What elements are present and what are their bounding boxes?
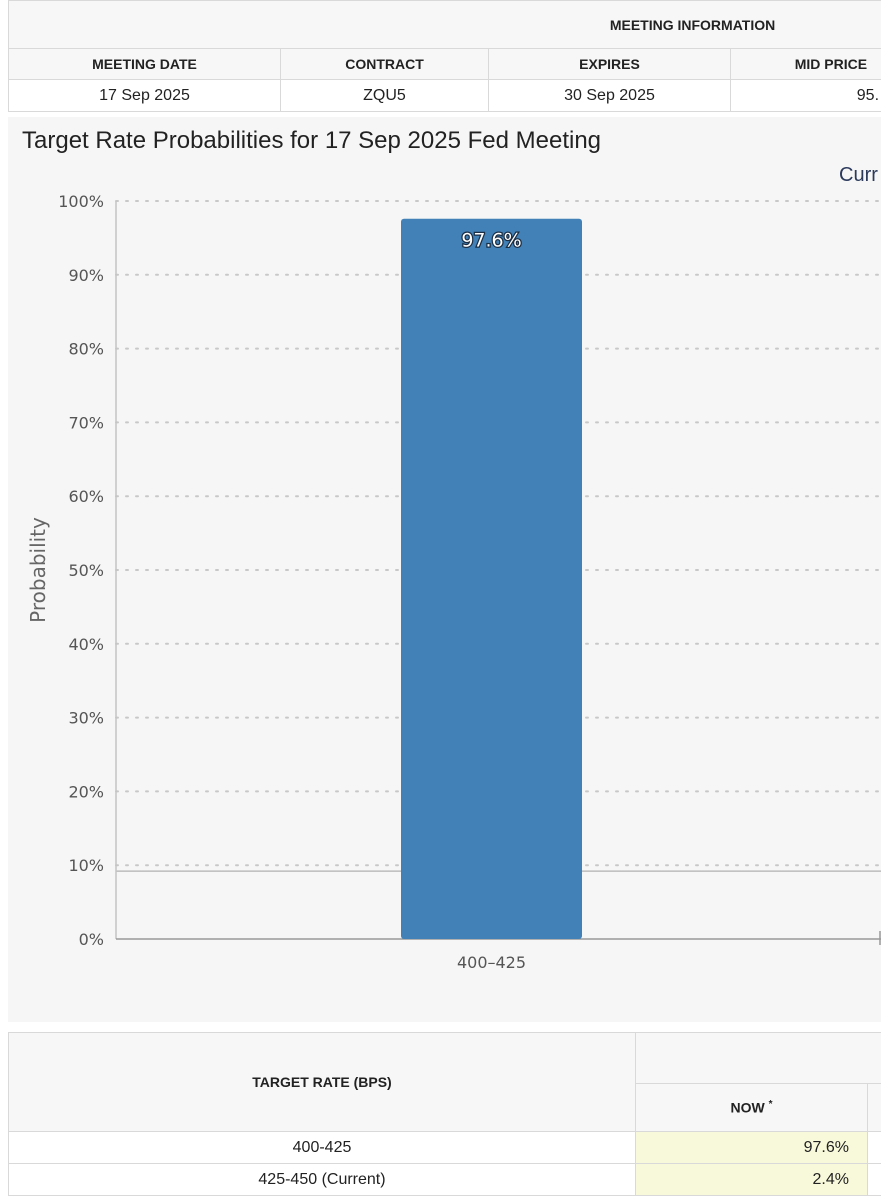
y-tick-label: 10% (68, 856, 104, 875)
chart-title: Target Rate Probabilities for 17 Sep 202… (22, 127, 602, 154)
y-tick-label: 40% (68, 635, 104, 654)
y-tick-label: 50% (68, 561, 104, 580)
meeting-date-value: 17 Sep 2025 (8, 79, 281, 112)
meeting-info-title: MEETING INFORMATION (7, 0, 881, 49)
table-row: 425-450 (Current) 2.4% (8, 1163, 881, 1196)
next-cell (867, 1163, 881, 1196)
y-tick-label: 20% (68, 782, 104, 801)
chart-panel: 0% 10% 20% 30% 40% 50% 60% 70% 80% 90% 100% Probabi… (8, 117, 881, 1022)
mid-price-value: 95. (729, 79, 881, 112)
x-tick-label: 400–425 (457, 953, 526, 972)
now-footnote-marker: * (768, 1098, 773, 1110)
probability-cell: 97.6% (635, 1131, 868, 1164)
next-cell (867, 1131, 881, 1164)
meeting-info-table: MEETING INFORMATION MEETING DATE CONTRAC… (7, 0, 881, 112)
bar (401, 218, 582, 939)
y-tick-label: 30% (68, 709, 104, 728)
y-tick-label: 70% (68, 413, 104, 432)
now-column-header: NOW * (635, 1082, 868, 1132)
legend-item-current[interactable]: Curr (839, 164, 878, 186)
column-header-contract: CONTRACT (280, 48, 489, 80)
column-header-mid-price: MID PRICE (729, 48, 881, 80)
rate-cell: 425-450 (Current) (8, 1163, 636, 1196)
probability-chart: 0% 10% 20% 30% 40% 50% 60% 70% 80% 90% 100% Probabi… (26, 192, 881, 972)
rate-cell: 400-425 (8, 1131, 636, 1164)
y-axis-title: Probability (26, 517, 50, 623)
expires-value: 30 Sep 2025 (488, 79, 731, 112)
y-tick-label: 0% (79, 930, 104, 949)
y-tick-label: 100% (58, 192, 104, 211)
y-tick-label: 90% (68, 266, 104, 285)
column-header-expires: EXPIRES (488, 48, 731, 80)
target-rate-header: TARGET RATE (BPS) (8, 1032, 636, 1132)
table-row: 400-425 97.6% (8, 1131, 881, 1164)
now-label: NOW (730, 1099, 765, 1116)
bar-data-label: 97.6% (461, 230, 521, 252)
contract-value: ZQU5 (280, 79, 489, 112)
column-header-meeting-date: MEETING DATE (8, 48, 281, 80)
y-tick-label: 80% (68, 340, 104, 359)
next-column-header (867, 1082, 881, 1132)
y-tick-label: 60% (68, 487, 104, 506)
probability-group-header (635, 1032, 881, 1084)
target-rate-table: TARGET RATE (BPS) NOW * 400-425 97.6% 42… (8, 1032, 881, 1196)
probability-cell: 2.4% (635, 1163, 868, 1196)
